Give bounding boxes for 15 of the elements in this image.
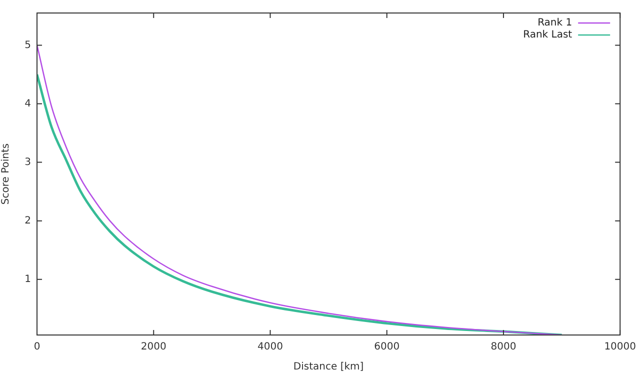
x-axis-title: Distance [km]	[293, 362, 364, 373]
x-tick-label: 8000	[490, 342, 516, 353]
y-axis-title: Score Points	[0, 143, 12, 205]
y-tick-label: 5	[24, 40, 31, 51]
x-tick-label: 6000	[374, 342, 400, 353]
legend-label: Rank 1	[538, 18, 572, 29]
x-tick-label: 0	[34, 342, 40, 353]
y-tick-label: 4	[24, 98, 31, 110]
legend-label: Rank Last	[523, 30, 572, 41]
y-tick-label: 3	[24, 156, 31, 168]
x-tick-label: 4000	[258, 342, 283, 353]
y-tick-label: 2	[24, 215, 31, 226]
x-tick-label: 10000	[604, 342, 636, 353]
y-tick-label: 1	[24, 274, 31, 285]
x-tick-label: 2000	[140, 342, 166, 353]
